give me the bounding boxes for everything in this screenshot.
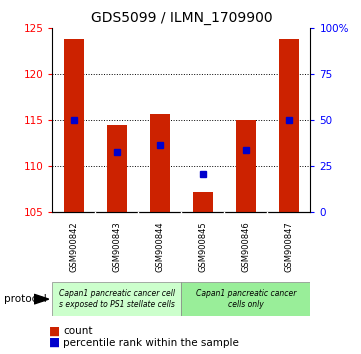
Text: GSM900846: GSM900846 — [242, 222, 251, 272]
Bar — [107, 125, 127, 212]
Text: GSM900844: GSM900844 — [155, 222, 164, 272]
Bar — [52, 282, 182, 316]
Bar — [64, 39, 83, 212]
Bar — [181, 282, 310, 316]
Bar — [150, 114, 170, 212]
Bar — [236, 120, 256, 212]
Bar — [193, 192, 213, 212]
Text: ■: ■ — [49, 325, 60, 337]
Text: count: count — [63, 326, 93, 336]
Bar — [279, 39, 299, 212]
Text: Capan1 pancreatic cancer
cells only: Capan1 pancreatic cancer cells only — [196, 289, 296, 309]
Text: GSM900842: GSM900842 — [69, 222, 78, 272]
Text: percentile rank within the sample: percentile rank within the sample — [63, 338, 239, 348]
Text: GSM900843: GSM900843 — [112, 222, 121, 272]
Text: ■: ■ — [49, 336, 60, 349]
Polygon shape — [34, 294, 49, 304]
Text: GSM900845: GSM900845 — [199, 222, 208, 272]
Title: GDS5099 / ILMN_1709900: GDS5099 / ILMN_1709900 — [91, 11, 272, 24]
Text: Capan1 pancreatic cancer cell
s exposed to PS1 stellate cells: Capan1 pancreatic cancer cell s exposed … — [59, 289, 175, 309]
Text: protocol: protocol — [4, 294, 46, 304]
Text: GSM900847: GSM900847 — [284, 222, 293, 272]
